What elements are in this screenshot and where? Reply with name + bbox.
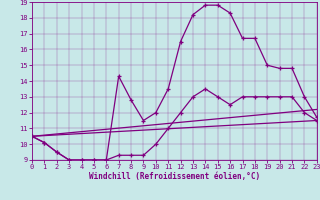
X-axis label: Windchill (Refroidissement éolien,°C): Windchill (Refroidissement éolien,°C)	[89, 172, 260, 181]
